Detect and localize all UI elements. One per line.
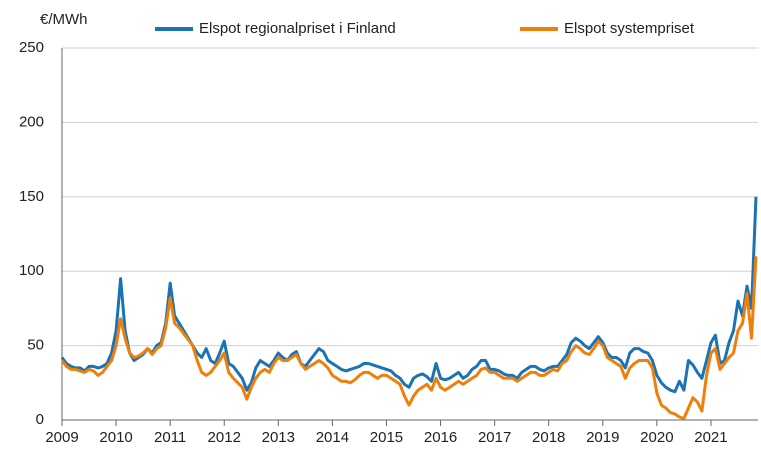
x-tick-label: 2014 [316,429,349,446]
series-line [60,256,758,420]
legend-box [130,12,720,46]
x-tick-label: 2019 [586,429,619,446]
x-tick-label: 2013 [262,429,295,446]
x-tick-label: 2010 [99,429,132,446]
x-tick-label: 2011 [154,429,186,446]
legend-label: Elspot systempriset [564,20,695,37]
y-tick-label: 100 [19,262,44,279]
x-tick-label: 2009 [45,429,78,446]
x-tick-label: 2020 [640,429,673,446]
legend-label: Elspot regionalpriset i Finland [199,20,396,37]
y-tick-label: 250 [19,39,44,56]
y-tick-label: 50 [27,337,44,354]
x-tick-label: 2018 [532,429,565,446]
x-tick-label: 2017 [478,429,511,446]
y-axis-label: €/MWh [40,11,88,28]
y-tick-label: 200 [19,113,44,130]
x-tick-label: 2012 [208,429,241,446]
x-tick-label: 2016 [424,429,457,446]
x-tick-label: 2021 [694,429,727,446]
series-line [60,196,758,394]
y-tick-label: 0 [36,411,44,428]
x-tick-label: 2015 [370,429,403,446]
y-tick-label: 150 [19,188,44,205]
